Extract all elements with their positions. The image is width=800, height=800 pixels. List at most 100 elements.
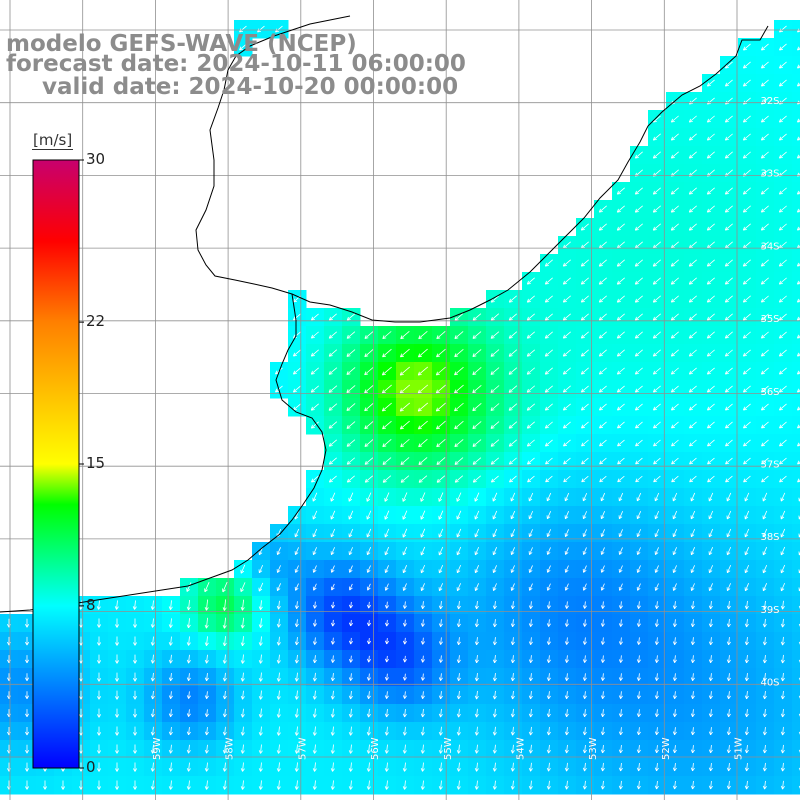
wind-arrow: [779, 295, 787, 303]
wind-arrow-head: [475, 588, 479, 592]
wind-arrow-head: [725, 82, 728, 87]
wind-arrow-head: [364, 353, 367, 357]
wind-arrow-head: [527, 445, 531, 447]
wind-arrow: [671, 475, 679, 483]
wind-arrow-head: [222, 589, 226, 593]
wind-arrow-head: [258, 606, 261, 610]
wind-arrow-head: [618, 641, 621, 645]
wind-arrow-head: [743, 370, 745, 375]
wind-arrow-head: [242, 660, 245, 664]
wind-arrow-head: [328, 370, 331, 375]
wind-arrow-head: [724, 298, 727, 303]
wind-arrow: [294, 528, 300, 538]
wind-arrow-head: [708, 641, 711, 645]
wind-arrow-head: [438, 516, 443, 520]
wind-arrow-head: [422, 732, 425, 736]
wind-arrow: [636, 492, 642, 502]
wind-arrow-head: [204, 659, 207, 664]
wind-arrow: [708, 547, 714, 555]
wind-arrow-head: [134, 660, 138, 664]
wind-arrow-head: [743, 139, 747, 141]
wind-arrow-head: [440, 623, 443, 627]
wind-arrow-head: [6, 786, 10, 790]
wind-arrow-head: [438, 749, 441, 754]
wind-arrow-head: [709, 552, 713, 556]
wind-arrow: [635, 295, 643, 303]
wind-arrow-head: [778, 226, 781, 231]
wind-arrow: [563, 349, 571, 357]
wind-arrow-head: [546, 695, 549, 700]
wind-arrow: [278, 708, 280, 718]
wind-arrow-head: [563, 462, 568, 465]
wind-arrow-head: [726, 749, 729, 754]
wind-arrow-head: [382, 371, 384, 376]
wind-arrow-head: [689, 355, 693, 357]
wind-arrow: [242, 599, 244, 611]
wind-arrow: [635, 331, 643, 339]
wind-arrow-head: [384, 768, 387, 772]
wind-arrow-head: [745, 552, 749, 556]
wind-arrow: [206, 636, 208, 646]
wind-arrow-head: [599, 426, 603, 429]
wind-arrow-head: [581, 480, 586, 483]
wind-arrow: [313, 565, 317, 573]
wind-arrow-head: [674, 713, 677, 718]
wind-arrow: [476, 690, 478, 700]
wind-arrow-head: [689, 319, 693, 321]
wind-arrow-head: [602, 695, 605, 699]
wind-arrow: [332, 690, 334, 700]
wind-arrow: [476, 637, 478, 645]
wind-arrow: [620, 745, 622, 753]
wind-arrow-head: [346, 391, 351, 393]
wind-arrow-head: [328, 388, 331, 393]
wind-arrow-head: [6, 768, 10, 772]
wind-arrow: [637, 583, 641, 591]
wind-arrow-head: [797, 409, 800, 411]
wind-arrow-head: [761, 301, 765, 303]
wind-arrow: [689, 349, 697, 357]
wind-arrow-head: [562, 370, 565, 375]
wind-arrow: [707, 187, 715, 195]
wind-arrow-head: [692, 713, 695, 718]
wind-arrow-head: [602, 641, 605, 645]
wind-arrow: [725, 475, 733, 483]
wind-arrow: [762, 564, 768, 574]
wind-arrow-head: [168, 695, 171, 699]
wind-arrow: [689, 205, 697, 213]
wind-arrow-head: [724, 352, 727, 357]
wind-arrow-head: [601, 587, 605, 591]
wind-arrow: [475, 583, 479, 591]
wind-arrow-head: [350, 622, 354, 627]
wind-arrow-head: [671, 301, 675, 303]
wind-arrow-head: [512, 750, 515, 754]
wind-arrow: [707, 133, 715, 141]
wind-arrow-head: [400, 353, 403, 358]
wind-arrow-head: [760, 334, 763, 339]
wind-arrow: [456, 492, 462, 502]
wind-arrow-head: [654, 677, 657, 681]
wind-arrow: [456, 528, 462, 538]
wind-arrow-head: [564, 713, 567, 718]
wind-arrow: [296, 672, 298, 682]
wind-arrow-head: [653, 211, 657, 213]
wind-arrow-head: [6, 695, 10, 699]
wind-arrow-head: [258, 768, 261, 772]
wind-arrow: [584, 744, 586, 754]
wind-arrow-head: [188, 606, 191, 611]
wind-arrow: [527, 295, 535, 303]
wind-arrow-head: [418, 355, 422, 358]
wind-arrow: [368, 601, 370, 609]
wind-arrow-head: [743, 301, 747, 303]
wind-arrow-head: [114, 624, 118, 628]
wind-arrow: [382, 384, 392, 394]
wind-arrow: [508, 367, 518, 375]
wind-arrow-head: [331, 552, 335, 556]
wind-arrow-head: [400, 461, 403, 465]
wind-arrow-head: [364, 463, 369, 465]
wind-arrow: [188, 673, 190, 681]
wind-arrow-head: [638, 659, 641, 663]
wind-arrow-head: [258, 750, 261, 754]
wind-arrow-head: [797, 229, 800, 231]
wind-arrow-head: [670, 334, 673, 339]
wind-arrow-head: [474, 659, 477, 664]
